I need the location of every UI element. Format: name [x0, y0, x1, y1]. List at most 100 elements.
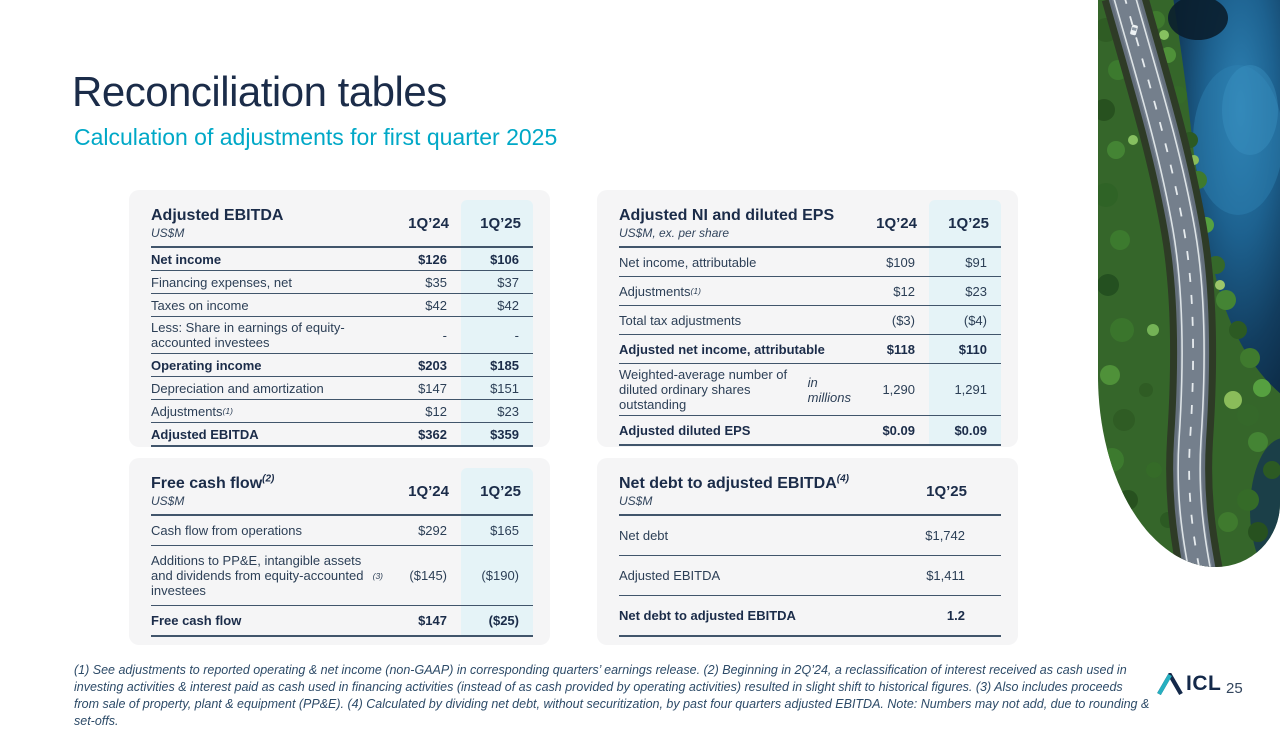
row-value: $91: [929, 248, 1001, 276]
table-row: Net income $126 $106: [151, 246, 533, 270]
row-value: 1,291: [929, 364, 1001, 415]
row-value: $359: [461, 423, 533, 445]
row-value: $23: [929, 277, 1001, 305]
row-value: $37: [461, 271, 533, 293]
footnote-line: investing activities & interest paid as …: [74, 680, 1123, 694]
icl-logo: ICL: [1157, 672, 1221, 696]
row-value: ($4): [929, 306, 1001, 334]
row-value: $147: [418, 613, 447, 628]
row-value: $165: [461, 516, 533, 545]
row-label: Weighted-average number of diluted ordin…: [619, 367, 851, 412]
row-label: Net debt to adjusted EBITDA: [619, 608, 796, 623]
table-row: Adjustments (1) $12 $23: [619, 276, 1001, 305]
forest-road-illustration: [1098, 0, 1280, 567]
row-label: Free cash flow: [151, 613, 242, 628]
row-label: Financing expenses, net: [151, 274, 292, 290]
row-label: Depreciation and amortization: [151, 380, 324, 396]
row-value: ($25): [461, 606, 533, 635]
row-label: Net debt: [619, 528, 669, 543]
table-unit: US$M: [619, 493, 653, 508]
row-label: Adjustments (1): [619, 283, 701, 299]
row-label: Adjusted diluted EPS: [619, 422, 751, 438]
row-label: Additions to PP&E, intangible assets and…: [151, 553, 383, 598]
row-value: $203: [418, 357, 447, 373]
table-unit: US$M, ex. per share: [619, 225, 730, 240]
row-value: $1,411: [926, 568, 965, 583]
table-card-net-debt-ebitda: Net debt to adjusted EBITDA(4) US$M 1Q’25 N…: [597, 458, 1018, 645]
table-row: Free cash flow $147 ($25): [151, 605, 533, 635]
table-header: Adjusted NI and diluted EPS US$M, ex. per…: [619, 200, 1001, 246]
row-value: $292: [418, 523, 447, 538]
forest-road-photo: [1098, 0, 1280, 567]
page-subtitle: Calculation of adjustments for first qua…: [74, 124, 558, 150]
column-header: 1Q’25: [929, 200, 1001, 246]
table-title: Net debt to adjusted EBITDA(4): [619, 473, 850, 492]
column-header: 1Q’24: [876, 214, 917, 232]
table-row: Net debt $1,742: [619, 514, 1001, 555]
row-value: 1.2: [946, 608, 965, 623]
table-row: Financing expenses, net $35 $37: [151, 270, 533, 293]
row-label: Cash flow from operations: [151, 523, 303, 538]
table-title: Adjusted NI and diluted EPS: [619, 206, 835, 224]
column-header: 1Q’25: [461, 468, 533, 514]
row-value: $0.09: [929, 416, 1001, 444]
table-row: Less: Share in earnings of equity-accoun…: [151, 316, 533, 353]
row-value: $35: [425, 274, 447, 290]
row-label: Net income, attributable: [619, 254, 757, 270]
row-label: Adjustments (1): [151, 403, 233, 419]
row-value: $185: [461, 354, 533, 376]
photo-road: [1101, 0, 1223, 567]
table-card-free-cash-flow: Free cash flow(2) US$M 1Q’24 1Q’25 Cash flow…: [129, 458, 550, 645]
table-row: Adjusted net income, attributable $118 $11…: [619, 334, 1001, 363]
row-label: Adjusted net income, attributable: [619, 341, 825, 357]
row-value: ($145): [409, 568, 447, 583]
table-unit: US$M: [151, 225, 185, 240]
row-label: Total tax adjustments: [619, 312, 742, 328]
row-value: $110: [929, 335, 1001, 363]
table-header: Adjusted EBITDA US$M 1Q’24 1Q’25: [151, 200, 533, 246]
row-label: Operating income: [151, 357, 262, 373]
footnote-line: from sale of property, plant & equipment…: [74, 697, 1150, 728]
row-value: $151: [461, 377, 533, 399]
table-row: Depreciation and amortization $147 $151: [151, 376, 533, 399]
row-value: -: [461, 317, 533, 353]
row-value: $12: [425, 403, 447, 419]
row-value: $0.09: [882, 422, 915, 438]
table-header: Free cash flow(2) US$M 1Q’24 1Q’25: [151, 468, 533, 514]
table-row: Taxes on income $42 $42: [151, 293, 533, 316]
logo-triangle-icon: [1157, 672, 1183, 695]
table-row: Net income, attributable $109 $91: [619, 246, 1001, 276]
row-label: Taxes on income: [151, 297, 249, 313]
row-value: $126: [418, 251, 447, 267]
row-value: 1,290: [882, 382, 915, 397]
row-value: $42: [461, 294, 533, 316]
table-row: Adjusted EBITDA $362 $359: [151, 422, 533, 445]
table-header: Net debt to adjusted EBITDA(4) US$M 1Q’25: [619, 468, 1001, 514]
footnote: (1) See adjustments to reported operatin…: [74, 662, 1152, 730]
photo-lake: [1173, 0, 1280, 394]
row-value: $118: [886, 341, 915, 357]
table-row: Net debt to adjusted EBITDA 1.2: [619, 595, 1001, 635]
row-value: -: [442, 327, 447, 343]
page-number: 25: [1226, 680, 1243, 697]
row-label: Net income: [151, 251, 222, 267]
page-title: Reconciliation tables: [72, 68, 447, 115]
table-title: Free cash flow(2): [151, 473, 275, 492]
row-value: $362: [418, 426, 447, 442]
table-card-adjusted-ebitda: Adjusted EBITDA US$M 1Q’24 1Q’25 Net income $…: [129, 190, 550, 447]
column-header: 1Q’24: [408, 214, 449, 232]
photo-car: [1130, 24, 1138, 36]
table-row: Adjusted EBITDA $1,411: [619, 555, 1001, 595]
row-value: $1,742: [925, 528, 965, 543]
row-value: $109: [886, 254, 915, 270]
row-value: ($3): [891, 312, 915, 328]
row-value: $12: [893, 283, 915, 299]
table-card-adjusted-ni-eps: Adjusted NI and diluted EPS US$M, ex. per…: [597, 190, 1018, 447]
table-row: Additions to PP&E, intangible assets and…: [151, 545, 533, 605]
table-row: Operating income $203 $185: [151, 353, 533, 376]
row-value: $23: [461, 400, 533, 422]
table-title: Adjusted EBITDA: [151, 206, 284, 224]
row-label: Adjusted EBITDA: [151, 426, 259, 442]
column-header: 1Q’25: [461, 200, 533, 246]
column-header: 1Q’24: [408, 482, 449, 500]
